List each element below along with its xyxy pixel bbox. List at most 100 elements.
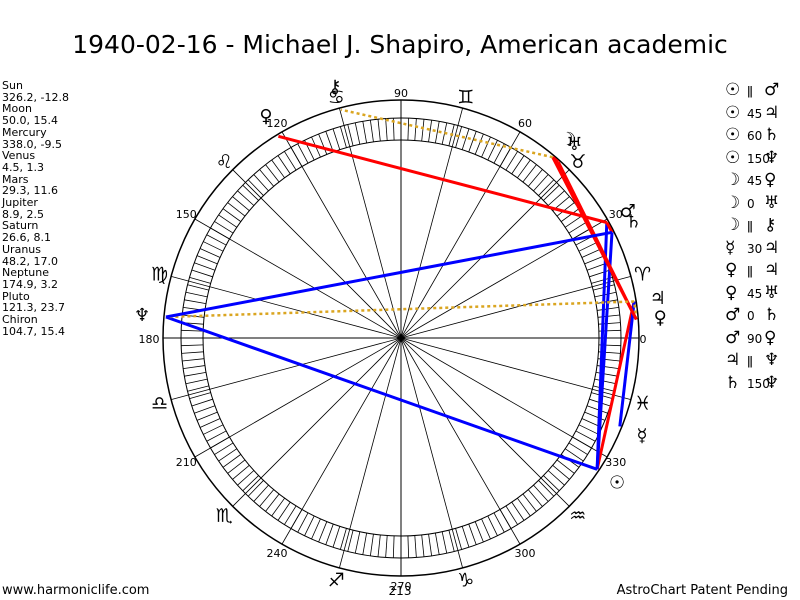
degree-tick (434, 532, 440, 555)
aspect-planet2-glyph: ♆ (764, 147, 780, 168)
degree-tick (522, 493, 537, 512)
degree-tick (194, 405, 216, 414)
degree-tick (487, 140, 498, 161)
sign-glyph: ♎ (151, 393, 168, 415)
degree-tick (377, 534, 381, 557)
degree-tick (522, 164, 537, 183)
degree-tick (183, 365, 205, 370)
planet-name-jupiter: Jupiter (2, 196, 38, 210)
degree-tick (428, 120, 433, 142)
planet-name-uranus: Uranus (2, 242, 41, 256)
degree-tick (354, 122, 361, 145)
division-spoke (232, 337, 402, 507)
aspect-planet1-glyph: ☉ (725, 125, 741, 145)
planet-glyph-chiron: ⚷ (328, 77, 341, 98)
degree-tick (448, 530, 455, 552)
aspect-row: ♂ 0 ♄ (725, 305, 779, 328)
planet-name-sun: Sun (2, 79, 23, 92)
degree-tick (332, 128, 341, 150)
degree-tick (185, 291, 208, 298)
division-spoke (400, 337, 608, 458)
degree-tick (552, 464, 570, 480)
planet-name-mercury: Mercury (2, 125, 47, 139)
degree-label-30: 30 (609, 208, 623, 221)
degree-tick (461, 526, 470, 548)
planet-coords-mars: 29.3, 11.6 (2, 184, 58, 198)
degree-tick (347, 124, 354, 146)
degree-tick (297, 143, 309, 164)
degree-tick (481, 136, 491, 158)
aspect-line (595, 232, 614, 470)
degree-tick (277, 501, 291, 521)
degree-tick (181, 329, 204, 332)
website-link[interactable]: www.harmoniclife.com (2, 583, 150, 598)
degree-tick (538, 179, 555, 196)
aspect-planet2-glyph: ♄ (764, 305, 780, 325)
degree-tick (578, 424, 599, 435)
degree-tick (434, 121, 440, 144)
division-spoke (400, 337, 631, 400)
degree-tick (564, 448, 584, 462)
degree-tick (196, 411, 218, 421)
degree-tick (265, 164, 280, 183)
degree-tick (362, 121, 368, 144)
planet-coords-pluto: 121.3, 23.7 (2, 301, 65, 315)
degree-tick (184, 371, 207, 377)
aspect-planet1-glyph: ☽ (725, 192, 741, 213)
degree-tick (253, 174, 269, 192)
aspect-angle: ǁ (747, 354, 753, 368)
planet-name-pluto: Pluto (2, 289, 30, 303)
aspect-planet1-glyph: ☉ (725, 80, 741, 100)
planet-glyph-saturn: ♄ (625, 212, 641, 233)
degree-label-270: 270 (391, 580, 412, 593)
degree-label-240: 240 (267, 547, 288, 560)
degree-tick (203, 241, 224, 252)
degree-tick (218, 214, 238, 228)
aspect-planet1-glyph: ☉ (725, 147, 741, 168)
degree-tick (206, 430, 227, 442)
planet-coords-mercury: 338.0, -9.5 (2, 137, 62, 151)
aspect-row: ☽ 0 ♅ (725, 193, 779, 216)
degree-tick (259, 169, 275, 187)
degree-tick (194, 262, 216, 271)
degree-tick (187, 284, 209, 291)
degree-tick (253, 484, 269, 502)
degree-tick (421, 119, 425, 142)
degree-tick (203, 424, 224, 435)
aspect-line (618, 301, 636, 427)
planet-glyph-neptune: ♆ (134, 305, 150, 326)
division-spoke (400, 169, 570, 339)
division-spoke (281, 337, 402, 545)
aspect-line (595, 301, 636, 470)
degree-tick (199, 418, 221, 428)
degree-tick (481, 518, 491, 540)
degree-tick (189, 276, 211, 284)
degree-tick (347, 530, 354, 552)
degree-tick (527, 169, 543, 187)
degree-tick (181, 344, 204, 347)
degree-tick (185, 378, 208, 385)
degree-label-180: 180 (139, 333, 160, 346)
planet-coords-jupiter: 8.9, 2.5 (2, 207, 44, 221)
aspect-planet2-glyph: ♃ (764, 260, 780, 280)
degree-tick (304, 515, 315, 536)
aspect-line (605, 221, 614, 234)
aspect-angle: 0 (747, 196, 755, 211)
degree-tick (527, 489, 543, 507)
sign-glyph: ♌ (216, 151, 233, 173)
degree-tick (237, 190, 255, 206)
degree-tick (187, 385, 209, 392)
aspect-angle: 45 (747, 106, 763, 121)
planet-coords-venus: 4.5, 1.3 (2, 160, 44, 174)
division-spoke (339, 108, 402, 339)
planet-name-moon: Moon (2, 102, 32, 116)
degree-tick (284, 151, 297, 171)
aspect-line (340, 108, 553, 159)
aspect-planet1-glyph: ☽ (725, 215, 741, 235)
division-spoke (400, 276, 631, 339)
planet-glyph-uranus: ♅ (566, 134, 582, 155)
degree-tick (455, 528, 463, 550)
degree-tick (505, 505, 518, 525)
planet-coords-neptune: 174.9, 3.2 (2, 277, 58, 291)
aspect-planet1-glyph: ☿ (725, 237, 736, 258)
